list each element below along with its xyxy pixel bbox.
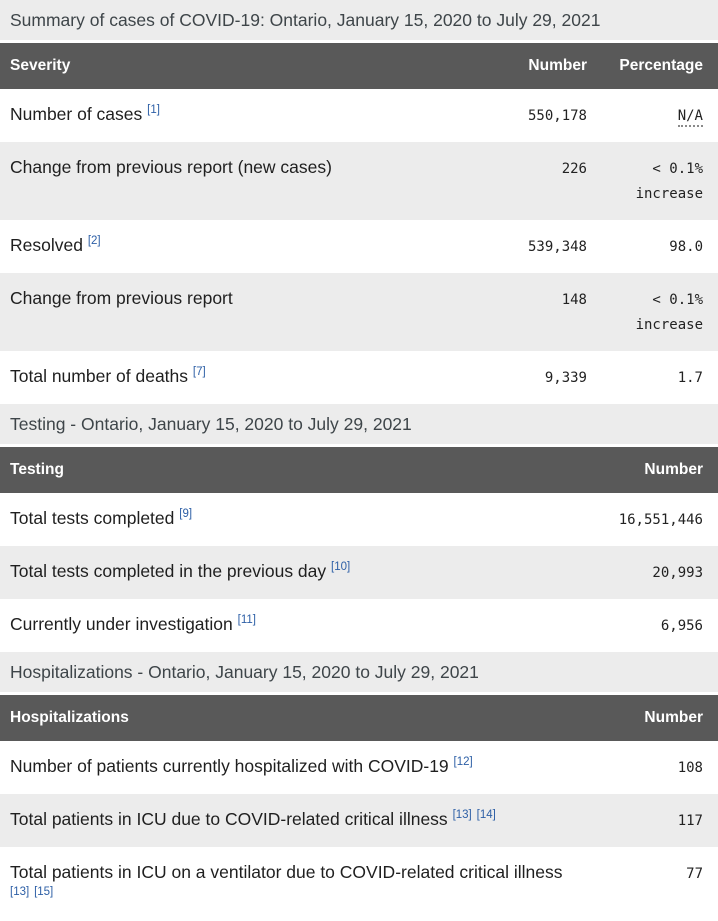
testing-table: Testing Number Total tests completed [9]… xyxy=(0,447,718,652)
footnote-sup: [13] xyxy=(10,883,29,899)
row-label: Change from previous report (new cases) xyxy=(10,157,332,177)
footnote-sup: [10] xyxy=(331,558,350,574)
column-header-number: Number xyxy=(583,447,718,493)
footnote-sup: [15] xyxy=(34,883,53,899)
number-value: 108 xyxy=(677,760,703,776)
row-label: Resolved [2] xyxy=(0,220,487,273)
footnote-link[interactable]: [15] xyxy=(34,886,54,899)
footnote-sup: [14] xyxy=(477,806,496,822)
percentage-value: 1.7 xyxy=(677,370,703,386)
row-label: Total patients in ICU due to COVID-relat… xyxy=(0,794,583,847)
column-header-number: Number xyxy=(487,43,597,89)
footnote-sup: [13] xyxy=(453,806,472,822)
row-label: Total tests completed [9] xyxy=(0,493,583,546)
section-heading-severity: Summary of cases of COVID-19: Ontario, J… xyxy=(0,0,718,40)
column-header-severity: Severity xyxy=(0,43,487,89)
footnote-link[interactable]: [2] xyxy=(87,235,101,248)
table-row: Number of patients currently hospitalize… xyxy=(0,741,718,794)
table-row: Resolved [2] 539,348 98.0 xyxy=(0,220,718,273)
footnote-link[interactable]: [13] xyxy=(10,886,30,899)
table-row: Change from previous report 148 < 0.1% inc… xyxy=(0,273,718,351)
row-label: Number of cases [1] xyxy=(0,89,487,142)
footnote-link[interactable]: [1] xyxy=(147,104,160,117)
number-value: 550,178 xyxy=(527,108,587,124)
percentage-value: < 0.1% increase xyxy=(635,161,703,202)
percentage-value: 98.0 xyxy=(669,239,703,255)
row-label: Change from previous report xyxy=(10,288,233,308)
section-heading-testing: Testing - Ontario, January 15, 2020 to J… xyxy=(0,404,718,444)
footnote-link[interactable]: [9] xyxy=(179,508,193,521)
number-value: 6,956 xyxy=(660,618,703,634)
row-label: Number of patients currently hospitalize… xyxy=(0,741,583,794)
number-value: 16,551,446 xyxy=(618,512,703,528)
row-label: Total patients in ICU on a ventilator du… xyxy=(10,862,563,899)
table-row: Number of cases [1] 550,178 N/A xyxy=(0,89,718,142)
severity-table: Severity Number Percentage Number of cas… xyxy=(0,43,718,404)
row-label: Currently under investigation [11] xyxy=(0,599,583,652)
number-value: 539,348 xyxy=(527,239,587,255)
table-row: Change from previous report (new cases) 2… xyxy=(0,142,718,220)
number-value: 148 xyxy=(561,292,587,308)
section-hospitalizations: Hospitalizations - Ontario, January 15, … xyxy=(0,652,718,921)
footnote-sup: [7] xyxy=(193,363,206,379)
hospitalizations-table: Hospitalizations Number Number of patien… xyxy=(0,695,718,921)
percentage-value: < 0.1% increase xyxy=(635,292,703,333)
table-row: Total tests completed [9] 16,551,446 xyxy=(0,493,718,546)
section-severity: Summary of cases of COVID-19: Ontario, J… xyxy=(0,0,718,404)
row-label: Total number of deaths [7] xyxy=(0,351,487,404)
table-row: Total patients in ICU on a ventilator du… xyxy=(0,847,718,921)
footnote-sup: [9] xyxy=(179,505,192,521)
number-value: 20,993 xyxy=(652,565,703,581)
percentage-value: N/A xyxy=(597,89,718,142)
column-header-number: Number xyxy=(583,695,718,741)
footnote-sup: [11] xyxy=(238,611,256,627)
footnote-link[interactable]: [14] xyxy=(476,809,496,822)
footnote-sup: [2] xyxy=(88,232,101,248)
footnote-link[interactable]: [11] xyxy=(237,614,256,627)
footnote-link[interactable]: [12] xyxy=(453,756,473,769)
footnote-link[interactable]: [13] xyxy=(452,809,472,822)
hospitalizations-table-header-row: Hospitalizations Number xyxy=(0,695,718,741)
section-testing: Testing - Ontario, January 15, 2020 to J… xyxy=(0,404,718,652)
footnote-sup: [1] xyxy=(147,101,160,117)
table-row: Total tests completed in the previous da… xyxy=(0,546,718,599)
section-heading-hospitalizations: Hospitalizations - Ontario, January 15, … xyxy=(0,652,718,692)
column-header-hospitalizations: Hospitalizations xyxy=(0,695,583,741)
row-label: Total tests completed in the previous da… xyxy=(0,546,583,599)
footnote-link[interactable]: [10] xyxy=(331,561,351,574)
number-value: 9,339 xyxy=(544,370,587,386)
footnote-link[interactable]: [7] xyxy=(192,366,206,379)
not-applicable-abbr: N/A xyxy=(677,108,703,127)
table-row: Total number of deaths [7] 9,339 1.7 xyxy=(0,351,718,404)
table-row: Total patients in ICU due to COVID-relat… xyxy=(0,794,718,847)
column-header-testing: Testing xyxy=(0,447,583,493)
number-value: 117 xyxy=(677,813,703,829)
number-value: 77 xyxy=(686,866,703,882)
number-value: 226 xyxy=(561,161,587,177)
testing-table-header-row: Testing Number xyxy=(0,447,718,493)
severity-table-header-row: Severity Number Percentage xyxy=(0,43,718,89)
table-row: Currently under investigation [11] 6,956 xyxy=(0,599,718,652)
footnote-sup: [12] xyxy=(454,753,473,769)
column-header-percentage: Percentage xyxy=(597,43,718,89)
